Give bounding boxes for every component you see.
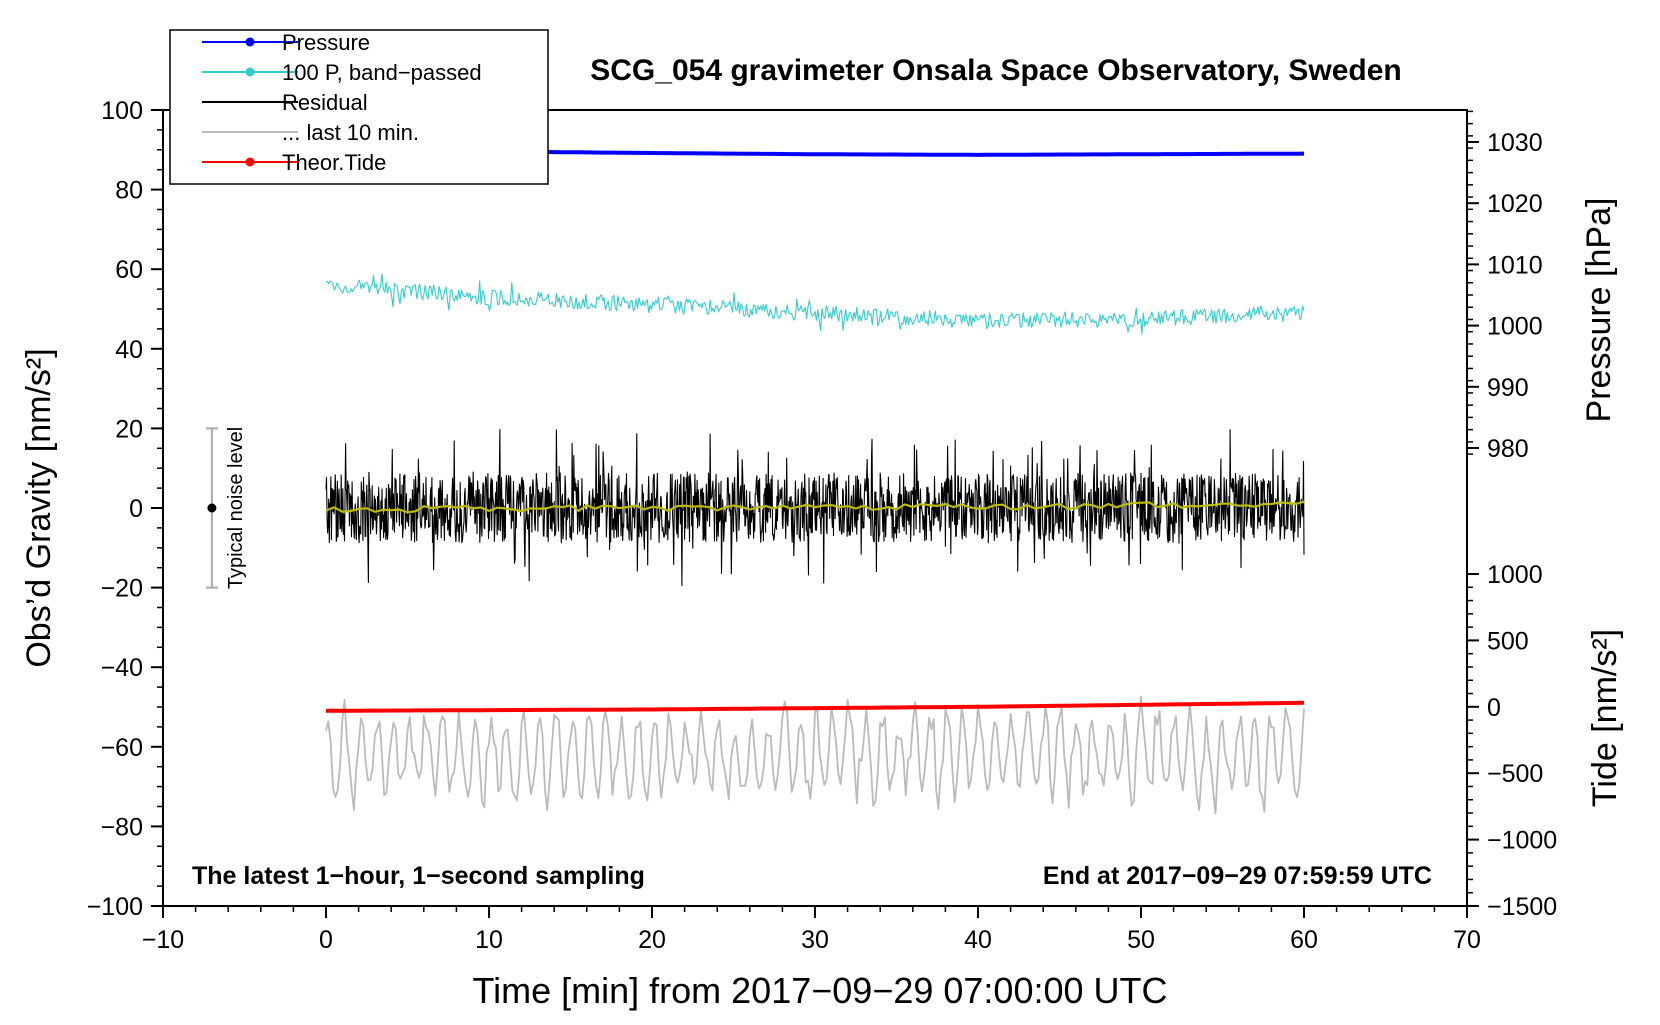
- legend-label: Pressure: [282, 30, 370, 55]
- x-axis-label: Time [min] from 2017−09−29 07:00:00 UTC: [472, 970, 1167, 1011]
- series-line-theor-tide: [326, 700, 1305, 713]
- y-tick-label-tide: 500: [1487, 627, 1529, 655]
- noise-bar-center: [207, 503, 217, 513]
- y-tick-label-left: 100: [101, 97, 143, 125]
- axes-layer: −10 0 10 20 30 40 50 60 70−100−80−60−40−20020406…: [87, 97, 1558, 954]
- x-tick-label: 0: [319, 926, 333, 954]
- x-tick-label: 20: [638, 926, 666, 954]
- y-tick-label-left: 0: [129, 495, 143, 523]
- legend-box: [169, 29, 549, 185]
- x-tick-label: 70: [1453, 926, 1481, 954]
- legend-marker: [245, 37, 255, 47]
- y-tick-label-pressure: 990: [1487, 374, 1529, 402]
- y-tick-label-tide: 1000: [1487, 561, 1543, 589]
- y-axis-label-pressure: Pressure [hPa]: [1580, 198, 1618, 423]
- x-tick-label: 60: [1290, 926, 1318, 954]
- y-tick-label-tide: −1500: [1487, 893, 1557, 921]
- text-layer: SCG_054 gravimeter Onsala Space Observat…: [20, 54, 1624, 1011]
- y-tick-label-pressure: 1020: [1487, 190, 1543, 218]
- legend-label: 100 P, band−passed: [282, 60, 482, 85]
- legend-label: Theor.Tide: [282, 150, 386, 175]
- y-tick-label-tide: 0: [1487, 694, 1501, 722]
- legend: Pressure 100 P, band−passed Residual ... la…: [169, 29, 549, 185]
- x-tick-label: 30: [801, 926, 829, 954]
- y-axis-label-tide: Tide [nm/s²]: [1586, 629, 1624, 807]
- noise-level-label: Typical noise level: [225, 427, 247, 589]
- y-axis-label-left: Obs’d Gravity [nm/s²]: [20, 348, 58, 667]
- series-line-100-p-band-passed: [325, 273, 1305, 335]
- y-tick-label-tide: −1000: [1487, 827, 1557, 855]
- x-tick-label: 50: [1127, 926, 1155, 954]
- series-line-residual: [325, 429, 1305, 587]
- x-tick-label: 10: [475, 926, 503, 954]
- y-tick-label-pressure: 980: [1487, 435, 1529, 463]
- y-tick-label-left: −40: [101, 654, 143, 682]
- y-tick-label-left: −20: [101, 575, 143, 603]
- x-tick-label: −10: [142, 926, 184, 954]
- legend-marker: [245, 67, 255, 77]
- y-tick-label-left: −100: [87, 893, 143, 921]
- legend-label: ... last 10 min.: [282, 120, 419, 145]
- chart-title: SCG_054 gravimeter Onsala Space Observat…: [590, 54, 1402, 87]
- y-tick-label-pressure: 1010: [1487, 251, 1543, 279]
- y-tick-label-left: −80: [101, 813, 143, 841]
- legend-marker: [245, 157, 255, 167]
- series-line--last-10-min-: [325, 695, 1305, 815]
- y-tick-label-pressure: 1000: [1487, 313, 1543, 341]
- y-tick-label-left: 60: [115, 256, 143, 284]
- y-tick-label-left: 20: [115, 415, 143, 443]
- annotation-end-time: End at 2017−09−29 07:59:59 UTC: [1043, 862, 1432, 890]
- y-tick-label-left: 80: [115, 177, 143, 205]
- annotation-sampling: The latest 1−hour, 1−second sampling: [192, 862, 645, 890]
- y-tick-label-left: 40: [115, 336, 143, 364]
- x-tick-label: 40: [964, 926, 992, 954]
- y-tick-label-tide: −500: [1487, 760, 1543, 788]
- y-tick-label-pressure: 1030: [1487, 129, 1543, 157]
- y-tick-label-left: −60: [101, 734, 143, 762]
- legend-label: Residual: [282, 90, 368, 115]
- series-line-residual-smoothed-: [325, 500, 1305, 514]
